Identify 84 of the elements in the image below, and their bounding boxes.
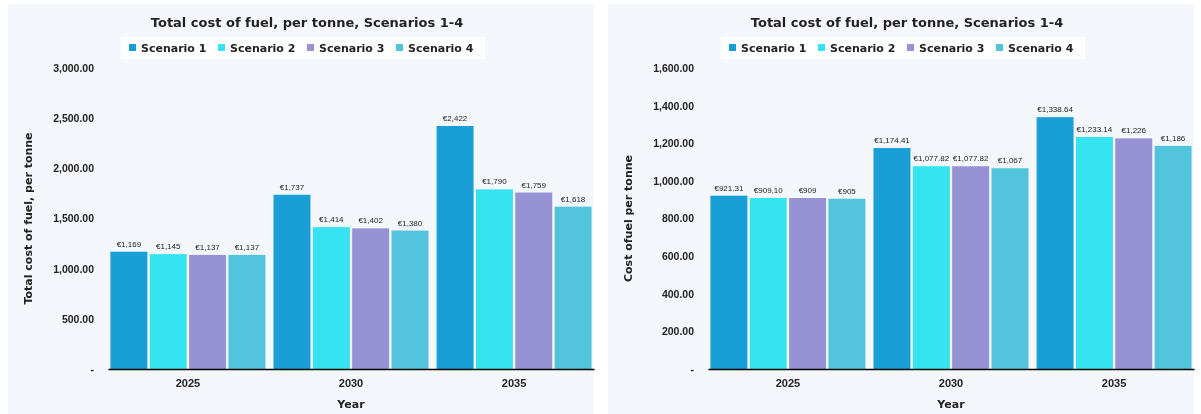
data-label: €1,233.14 — [1076, 125, 1113, 135]
y-tick-label: 1,000.00 — [653, 174, 695, 187]
bar — [1036, 117, 1074, 369]
data-label: €1,067 — [997, 156, 1023, 166]
x-tick-label: 2035 — [1101, 376, 1127, 389]
data-label: €2,422 — [442, 113, 468, 123]
x-tick-label: 2025 — [775, 376, 801, 389]
x-tick-label: 2030 — [338, 376, 364, 389]
bar — [554, 206, 592, 369]
data-label: €1,338.64 — [1037, 105, 1074, 115]
y-tick-label: 500.00 — [61, 312, 95, 325]
bar — [828, 198, 866, 369]
y-tick-label: 600.00 — [661, 249, 695, 262]
data-label: €1,077.82 — [913, 154, 950, 164]
bar — [952, 166, 990, 369]
data-label: €1,226 — [1121, 126, 1147, 136]
data-label: €1,790 — [482, 177, 508, 187]
data-label: €1,137 — [234, 242, 260, 252]
bar — [391, 230, 429, 369]
data-label: €1,137 — [195, 242, 221, 252]
bar — [749, 197, 787, 369]
bar — [436, 125, 474, 369]
bar — [710, 195, 748, 369]
bar — [515, 192, 553, 369]
legend-label: Scenario 3 — [319, 42, 385, 55]
data-label: €909 — [798, 185, 818, 195]
bar — [991, 168, 1029, 369]
x-tick-label: 2035 — [501, 376, 527, 389]
x-tick-label: 2025 — [175, 376, 201, 389]
y-tick-label: 1,000.00 — [53, 262, 95, 275]
chart-title: Total cost of fuel, per tonne, Scenarios 1-4 — [150, 15, 464, 30]
data-label: €1,169 — [116, 239, 142, 249]
x-axis-title: Year — [936, 398, 966, 411]
bar — [228, 254, 266, 369]
legend-label: Scenario 1 — [741, 42, 807, 55]
y-tick-label: - — [90, 362, 95, 375]
bar — [475, 189, 513, 369]
legend-label: Scenario 3 — [919, 42, 985, 55]
bar — [912, 166, 950, 369]
y-tick-label: 1,500.00 — [53, 212, 95, 225]
data-label: €1,414 — [319, 215, 345, 225]
data-label: €905 — [838, 186, 857, 196]
y-tick-label: 400.00 — [661, 287, 695, 300]
x-axis-title: Year — [336, 398, 366, 411]
legend-label: Scenario 2 — [230, 42, 296, 55]
bar — [110, 251, 148, 369]
y-tick-label: 1,400.00 — [653, 99, 695, 112]
bar — [352, 228, 390, 369]
data-label: €1,174.41 — [874, 136, 911, 146]
data-label: €909,10 — [753, 185, 784, 195]
data-label: €1,618 — [560, 194, 586, 204]
chart-title: Total cost of fuel, per tonne, Scenarios 1-4 — [750, 15, 1064, 30]
y-axis-title: Cost ofuel per tonne — [622, 154, 635, 283]
data-label: €1,380 — [397, 218, 423, 228]
y-tick-label: 3,000.00 — [53, 61, 95, 74]
data-label: €1,077.82 — [952, 154, 990, 164]
y-tick-label: 1,200.00 — [653, 137, 695, 150]
bar — [189, 254, 227, 369]
bar — [873, 148, 911, 369]
bar — [789, 197, 827, 369]
x-tick-label: 2030 — [938, 376, 964, 389]
bar — [149, 254, 187, 369]
y-tick-label: 1,600.00 — [653, 61, 695, 74]
data-label: €1,759 — [521, 180, 547, 190]
y-tick-label: 800.00 — [661, 212, 695, 225]
bar — [1075, 137, 1113, 369]
y-tick-label: 200.00 — [661, 325, 695, 338]
y-tick-label: 2,000.00 — [53, 162, 95, 175]
bar — [1154, 145, 1192, 369]
y-axis-title: Total cost of fuel, per tonne — [22, 132, 35, 305]
data-label: €1,145 — [156, 242, 182, 252]
y-tick-label: - — [690, 362, 695, 375]
bar — [273, 194, 311, 369]
legend-label: Scenario 2 — [830, 42, 896, 55]
bar — [312, 227, 350, 369]
y-tick-label: 2,500.00 — [53, 112, 95, 125]
data-label: €1,402 — [358, 216, 384, 226]
legend-label: Scenario 1 — [141, 42, 207, 55]
data-label: €1,737 — [279, 182, 305, 192]
data-label: €1,186 — [1160, 133, 1186, 143]
legend-label: Scenario 4 — [408, 42, 474, 55]
data-label: €921.31 — [714, 183, 744, 193]
bar — [1115, 138, 1153, 369]
legend-label: Scenario 4 — [1008, 42, 1074, 55]
